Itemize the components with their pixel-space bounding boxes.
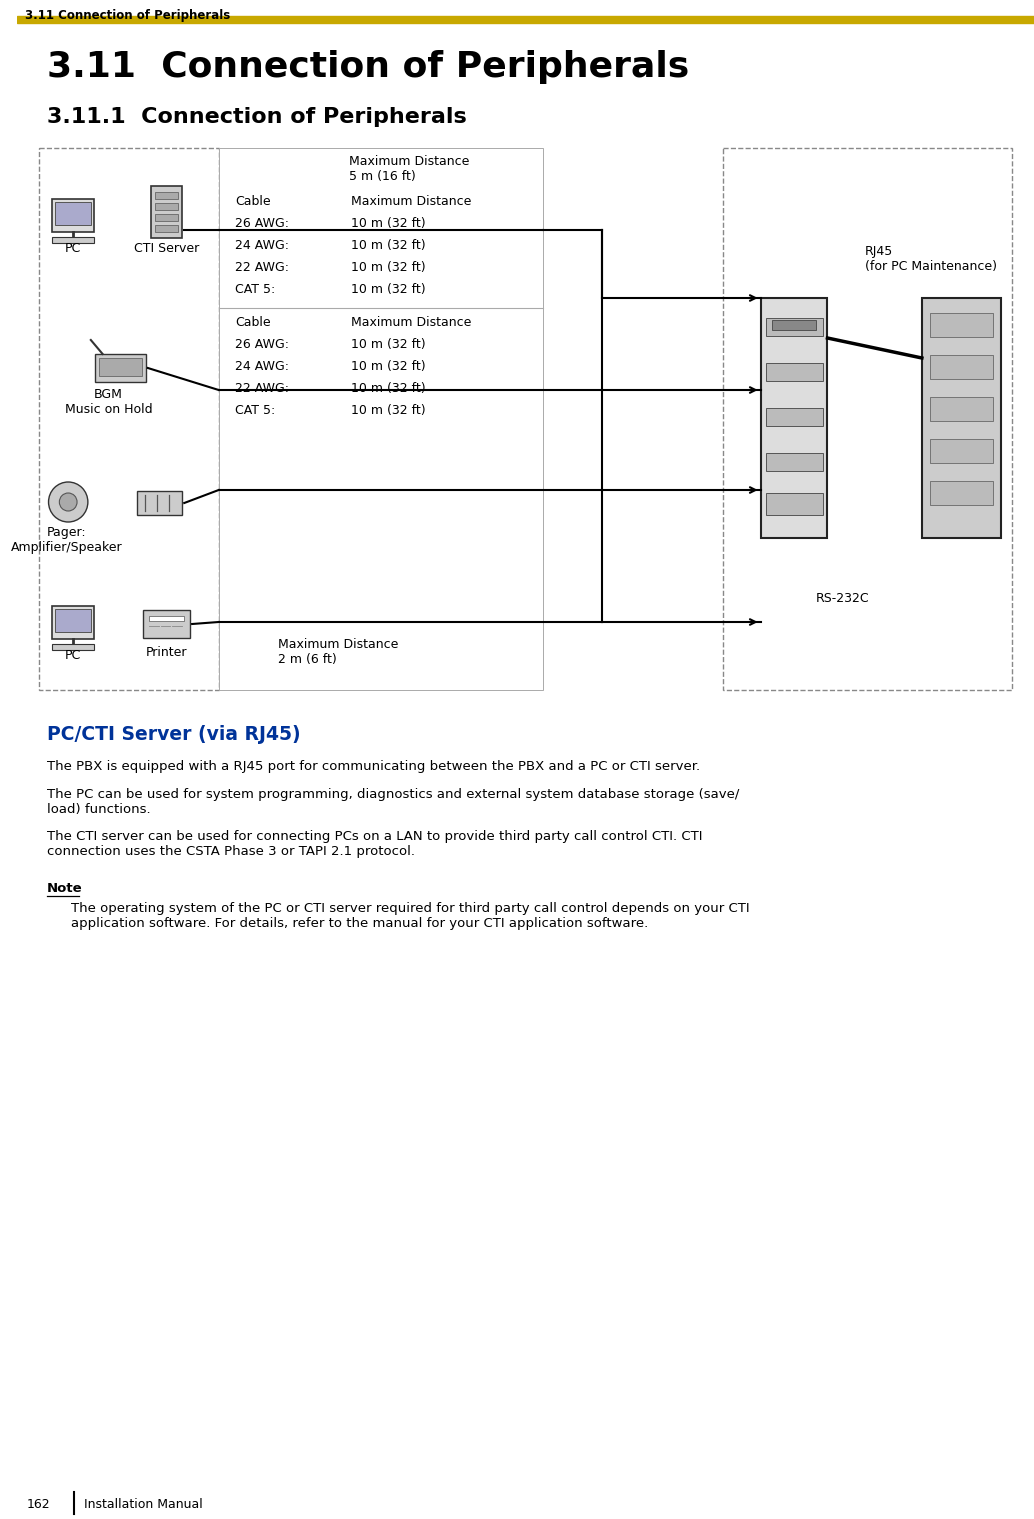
Text: PC: PC [65, 242, 82, 255]
Bar [930, 439, 993, 463]
Bar [18, 17, 1034, 23]
Bar [922, 298, 1001, 538]
Bar [53, 237, 94, 243]
Text: 3.11 Connection of Peripherals: 3.11 Connection of Peripherals [25, 9, 231, 21]
Text: 10 m (32 ft): 10 m (32 ft) [352, 339, 426, 351]
Bar [765, 317, 823, 336]
Bar [149, 617, 184, 621]
Bar [143, 611, 190, 638]
Text: BGM
Music on Hold: BGM Music on Hold [65, 387, 152, 416]
Text: The operating system of the PC or CTI server required for third party call contr: The operating system of the PC or CTI se… [71, 902, 750, 930]
Circle shape [49, 482, 88, 523]
Text: RS-232C: RS-232C [816, 592, 870, 605]
Circle shape [59, 494, 78, 510]
Bar [155, 225, 178, 232]
Bar [765, 453, 823, 471]
Bar [765, 494, 823, 515]
Text: CAT 5:: CAT 5: [236, 404, 276, 418]
Text: CTI Server: CTI Server [134, 242, 200, 255]
Bar [930, 355, 993, 380]
Text: 22 AWG:: 22 AWG: [236, 261, 290, 273]
Text: 26 AWG:: 26 AWG: [236, 217, 290, 229]
Bar [930, 396, 993, 421]
Text: Maximum Distance
2 m (6 ft): Maximum Distance 2 m (6 ft) [278, 638, 398, 665]
Bar [38, 147, 218, 690]
Bar [98, 358, 142, 377]
Bar [138, 491, 182, 515]
Text: CAT 5:: CAT 5: [236, 283, 276, 296]
Bar [56, 609, 91, 632]
Text: 24 AWG:: 24 AWG: [236, 238, 290, 252]
Bar [53, 644, 94, 650]
Bar [53, 606, 94, 638]
Text: Cable: Cable [236, 194, 271, 208]
Text: Maximum Distance: Maximum Distance [352, 194, 472, 208]
Bar [761, 298, 827, 538]
Bar [930, 313, 993, 337]
Text: 26 AWG:: 26 AWG: [236, 339, 290, 351]
Bar [155, 191, 178, 199]
Text: 24 AWG:: 24 AWG: [236, 360, 290, 374]
Text: Note: Note [47, 883, 82, 895]
Text: 162: 162 [27, 1498, 51, 1510]
Text: Pager:
Amplifier/Speaker: Pager: Amplifier/Speaker [10, 526, 122, 554]
Text: Maximum Distance: Maximum Distance [352, 316, 472, 330]
Bar [772, 321, 816, 330]
Bar [765, 409, 823, 425]
Text: 10 m (32 ft): 10 m (32 ft) [352, 238, 426, 252]
Text: Printer: Printer [146, 646, 187, 659]
Text: PC: PC [65, 649, 82, 662]
Bar [155, 204, 178, 210]
Bar [53, 199, 94, 231]
Bar [930, 482, 993, 504]
Text: 22 AWG:: 22 AWG: [236, 381, 290, 395]
Text: 10 m (32 ft): 10 m (32 ft) [352, 360, 426, 374]
Text: 10 m (32 ft): 10 m (32 ft) [352, 261, 426, 273]
Text: PC/CTI Server (via RJ45): PC/CTI Server (via RJ45) [47, 725, 300, 744]
Text: 10 m (32 ft): 10 m (32 ft) [352, 217, 426, 229]
Text: 10 m (32 ft): 10 m (32 ft) [352, 283, 426, 296]
Bar [95, 354, 146, 381]
Text: The CTI server can be used for connecting PCs on a LAN to provide third party ca: The CTI server can be used for connectin… [47, 829, 702, 858]
Text: Installation Manual: Installation Manual [84, 1498, 203, 1510]
Text: 10 m (32 ft): 10 m (32 ft) [352, 381, 426, 395]
Text: 10 m (32 ft): 10 m (32 ft) [352, 404, 426, 418]
Bar [218, 147, 543, 690]
Text: Cable: Cable [236, 316, 271, 330]
Bar [151, 185, 182, 238]
Bar [56, 202, 91, 225]
Bar [155, 214, 178, 220]
Bar [723, 147, 1012, 690]
Text: The PC can be used for system programming, diagnostics and external system datab: The PC can be used for system programmin… [47, 788, 739, 816]
Text: 3.11  Connection of Peripherals: 3.11 Connection of Peripherals [47, 50, 689, 84]
Text: The PBX is equipped with a RJ45 port for communicating between the PBX and a PC : The PBX is equipped with a RJ45 port for… [47, 760, 700, 773]
Text: 3.11.1  Connection of Peripherals: 3.11.1 Connection of Peripherals [47, 106, 466, 128]
Bar [765, 363, 823, 381]
Text: Maximum Distance
5 m (16 ft): Maximum Distance 5 m (16 ft) [349, 155, 469, 182]
Text: RJ45
(for PC Maintenance): RJ45 (for PC Maintenance) [864, 245, 997, 273]
